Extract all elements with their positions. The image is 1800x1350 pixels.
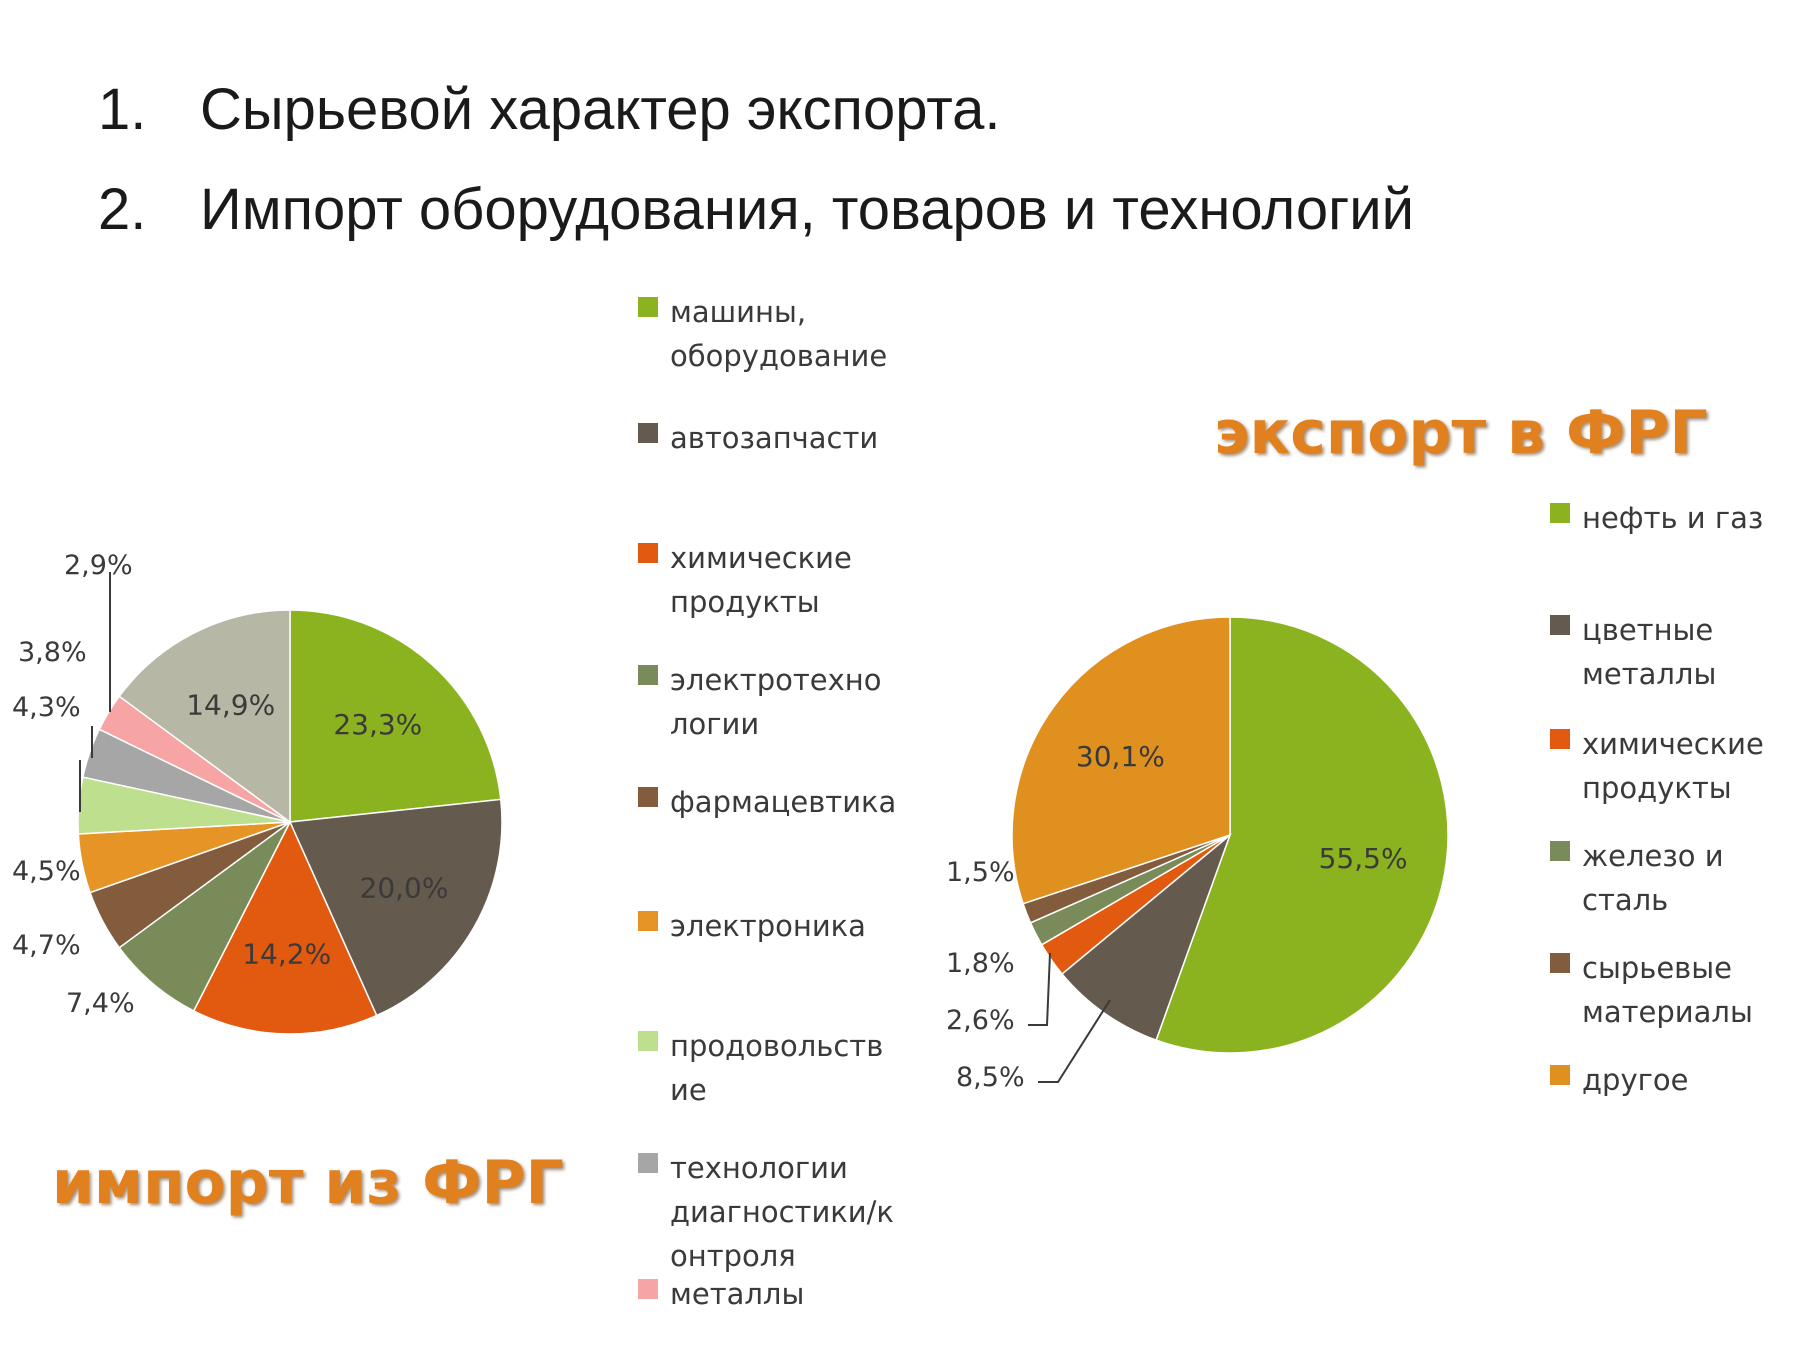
legend-swatch [1550,615,1570,635]
legend-item: сырьевые материалы [1550,946,1753,1034]
legend-swatch [638,1031,658,1051]
legend-swatch [638,423,658,443]
data-label: 20,0% [360,872,449,905]
legend-swatch [1550,503,1570,523]
bullet-item: 2. Импорт оборудования, товаров и технол… [98,160,1414,260]
import-chart-title: импорт из ФРГ [52,1148,564,1218]
legend-label: сырьевые материалы [1582,951,1753,1029]
legend-swatch [638,665,658,685]
callout-leader-lines [79,572,1111,1083]
legend-swatch [1550,841,1570,861]
pie-slice [1060,832,1232,1042]
legend-swatch [638,911,658,931]
legend-item: нефть и газ [1550,496,1763,540]
pie-slice [289,609,502,823]
data-label-callout: 4,5% [12,856,81,887]
leader-line [1028,952,1051,1026]
legend-item: цветные металлы [1550,608,1716,696]
bullet-number: 2. [98,177,147,242]
legend-swatch [1550,729,1570,749]
legend-label: химические продукты [1582,727,1764,805]
legend-swatch [638,543,658,563]
legend-item: химические продукты [1550,722,1764,810]
export-chart-title: экспорт в ФРГ [1214,398,1708,468]
legend-item: железо и сталь [1550,834,1724,922]
data-label-callout: 4,3% [12,692,81,723]
data-label-callout: 2,6% [946,1005,1015,1036]
legend-item: другое [1550,1058,1688,1102]
data-label: 55,5% [1319,842,1408,875]
legend-label: нефть и газ [1582,501,1764,535]
bullet-item: 1. Сырьевой характер экспорта. [98,60,1414,160]
pie-slice [192,820,378,1035]
legend-item: металлы [638,1272,804,1316]
data-label-callout: 8,5% [956,1062,1025,1093]
legend-item: электроника [638,904,866,948]
data-label-callout: 1,8% [946,948,1015,979]
legend-label: химические продукты [670,541,852,619]
leader-line [1038,999,1111,1083]
legend-swatch [638,1153,658,1173]
data-label: 14,9% [186,689,275,722]
pie-slice [1155,616,1449,1054]
legend-label: фармацевтика [670,785,897,819]
pie-slice [1011,616,1231,905]
import-pie [77,609,503,1035]
legend-item: автозапчасти [638,416,878,460]
legend-label: металлы [670,1277,805,1311]
pie-slice [118,609,291,824]
legend-label: технологии диагностики/к онтроля [670,1151,894,1273]
legend-label: электротехно логии [670,663,882,741]
pie-slice [118,821,291,1012]
bullet-number: 1. [98,77,147,142]
data-label-callout: 1,5% [946,857,1015,888]
data-label-callout: 7,4% [66,988,135,1019]
legend-swatch [638,297,658,317]
legend-swatch [638,787,658,807]
legend-item: электротехно логии [638,658,881,746]
pie-slice [288,798,503,1017]
bullet-text: Импорт оборудования, товаров и технологи… [200,177,1415,242]
legend-label: электроника [670,909,866,943]
legend-item: технологии диагностики/к онтроля [638,1146,894,1278]
legend-label: автозапчасти [670,421,879,455]
data-label-callout: 3,8% [18,637,87,668]
legend-label: другое [1582,1063,1689,1097]
legend-swatch [638,1279,658,1299]
legend-item: фармацевтика [638,780,896,824]
legend-item: химические продукты [638,536,852,624]
legend-label: машины, оборудование [670,295,888,373]
export-pie [1011,616,1449,1054]
data-label: 30,1% [1076,740,1165,773]
legend-swatch [1550,1065,1570,1085]
bullet-list: 1. Сырьевой характер экспорта. 2. Импорт… [98,60,1414,260]
bullet-text: Сырьевой характер экспорта. [200,77,1001,142]
legend-swatch [1550,953,1570,973]
legend-label: цветные металлы [1582,613,1717,691]
data-label: 23,3% [333,708,422,741]
legend-item: машины, оборудование [638,290,887,378]
legend-item: продовольств ие [638,1024,883,1112]
data-label: 14,2% [242,937,331,970]
data-label-callout: 4,7% [12,930,81,961]
legend-label: продовольств ие [670,1029,884,1107]
legend-label: железо и сталь [1582,839,1724,917]
data-label-callout: 2,9% [64,550,133,581]
